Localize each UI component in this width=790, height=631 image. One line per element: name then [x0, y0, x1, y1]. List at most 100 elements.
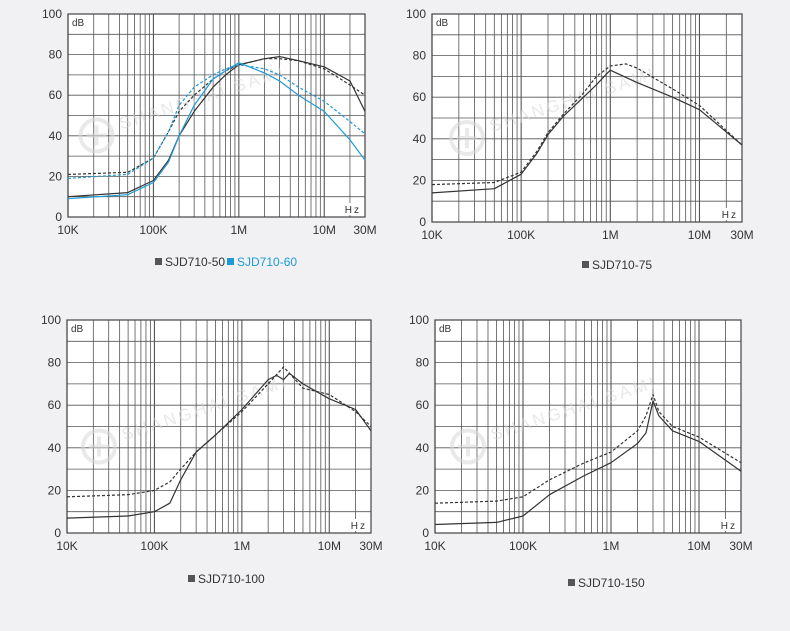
y-axis-label: dB [439, 324, 452, 335]
plot-frame [67, 13, 366, 218]
series-line-solid-1 [67, 56, 366, 198]
series-group [434, 393, 742, 526]
plot-frame [434, 319, 742, 534]
y-tick-label: 0 [419, 215, 426, 229]
series-line-dashed-2 [431, 63, 743, 186]
legend-swatch [568, 579, 575, 586]
legend-label: SJD710-50 [165, 255, 225, 269]
series-line-solid-1 [434, 400, 742, 526]
legend-label: SJD710-60 [237, 255, 297, 269]
y-tick-label: 100 [42, 7, 62, 21]
y-tick-label: 60 [416, 398, 430, 412]
legend-swatch [188, 575, 195, 582]
x-unit-backing [345, 203, 363, 215]
y-axis-label: dB [72, 18, 85, 29]
x-tick-label: 30M [353, 223, 376, 237]
x-axis-unit-label: Hz [345, 205, 361, 216]
x-tick-label: 10M [318, 539, 341, 553]
y-tick-label: 40 [413, 132, 427, 146]
y-tick-label: 20 [48, 483, 62, 497]
x-tick-label: 10K [421, 228, 442, 242]
x-tick-label: 100K [507, 228, 535, 242]
series-line-solid-1 [431, 69, 743, 194]
plot-frame [431, 13, 743, 223]
x-axis-unit-label: Hz [351, 521, 367, 532]
y-tick-label: 80 [413, 49, 427, 63]
x-tick-label: 30M [729, 539, 752, 553]
x-axis-unit-label: Hz [722, 210, 738, 221]
legend-label: SJD710-100 [198, 572, 265, 586]
y-tick-label: 20 [49, 169, 63, 183]
x-tick-label: 100K [509, 539, 537, 553]
watermark-logo-mark [86, 125, 107, 146]
y-axis-label: dB [71, 324, 84, 335]
x-tick-label: 10K [56, 539, 77, 553]
x-tick-label: 1M [603, 539, 620, 553]
watermark-logo-mark [458, 436, 478, 457]
y-tick-label: 40 [49, 129, 63, 143]
y-tick-label: 0 [422, 526, 429, 540]
y-tick-label: 40 [416, 441, 430, 455]
x-tick-label: 30M [730, 228, 753, 242]
series-line-dashed-2 [434, 393, 742, 504]
x-tick-label: 10M [688, 228, 711, 242]
x-tick-label: 1M [234, 539, 251, 553]
x-tick-label: 10K [424, 539, 445, 553]
y-tick-label: 60 [48, 398, 62, 412]
legend-swatch [155, 258, 162, 265]
y-tick-label: 60 [413, 90, 427, 104]
series-group [67, 56, 366, 200]
series-group [66, 366, 372, 519]
series-line-solid-1 [66, 372, 372, 519]
watermark-logo-icon [78, 117, 115, 154]
y-tick-label: 60 [49, 88, 63, 102]
legend-swatch [582, 261, 589, 268]
x-tick-label: 1M [602, 228, 619, 242]
watermark-logo-mark [89, 436, 109, 457]
x-unit-backing [721, 519, 739, 531]
series-line-dashed-4 [67, 64, 366, 179]
series-line-dashed-2 [67, 58, 366, 175]
y-axis-label: dB [436, 18, 449, 29]
x-unit-backing [722, 208, 740, 220]
x-tick-label: 10M [313, 223, 336, 237]
legend: SJD710-100 [188, 572, 265, 586]
x-tick-label: 100K [139, 223, 167, 237]
x-tick-label: 1M [230, 223, 247, 237]
series-line-dashed-2 [66, 366, 372, 498]
series-line-solid-3 [67, 62, 366, 200]
legend-label: SJD710-150 [578, 576, 645, 590]
watermark-logo-icon [450, 428, 486, 465]
series-group [431, 63, 743, 194]
watermark-logo-icon [81, 428, 117, 465]
watermark-logo-icon [449, 120, 485, 156]
legend-swatch [227, 258, 234, 265]
legend: SJD710-50 SJD710-60 [155, 255, 297, 269]
y-tick-label: 20 [413, 173, 427, 187]
legend-label: SJD710-75 [592, 258, 652, 272]
y-tick-label: 0 [54, 526, 61, 540]
legend: SJD710-150 [568, 576, 645, 590]
y-tick-label: 80 [49, 48, 63, 62]
x-tick-label: 10K [57, 223, 78, 237]
y-tick-label: 40 [48, 441, 62, 455]
y-tick-label: 0 [55, 210, 62, 224]
y-tick-label: 80 [48, 356, 62, 370]
y-tick-label: 80 [416, 356, 430, 370]
x-tick-label: 100K [140, 539, 168, 553]
x-unit-backing [351, 519, 369, 531]
legend: SJD710-75 [582, 258, 652, 272]
x-tick-label: 10M [687, 539, 710, 553]
y-tick-label: 100 [409, 313, 429, 327]
watermark-logo-mark [457, 128, 477, 148]
x-axis-unit-label: Hz [721, 521, 737, 532]
y-tick-label: 20 [416, 483, 430, 497]
y-tick-label: 100 [41, 313, 61, 327]
grid-lines [66, 319, 372, 534]
